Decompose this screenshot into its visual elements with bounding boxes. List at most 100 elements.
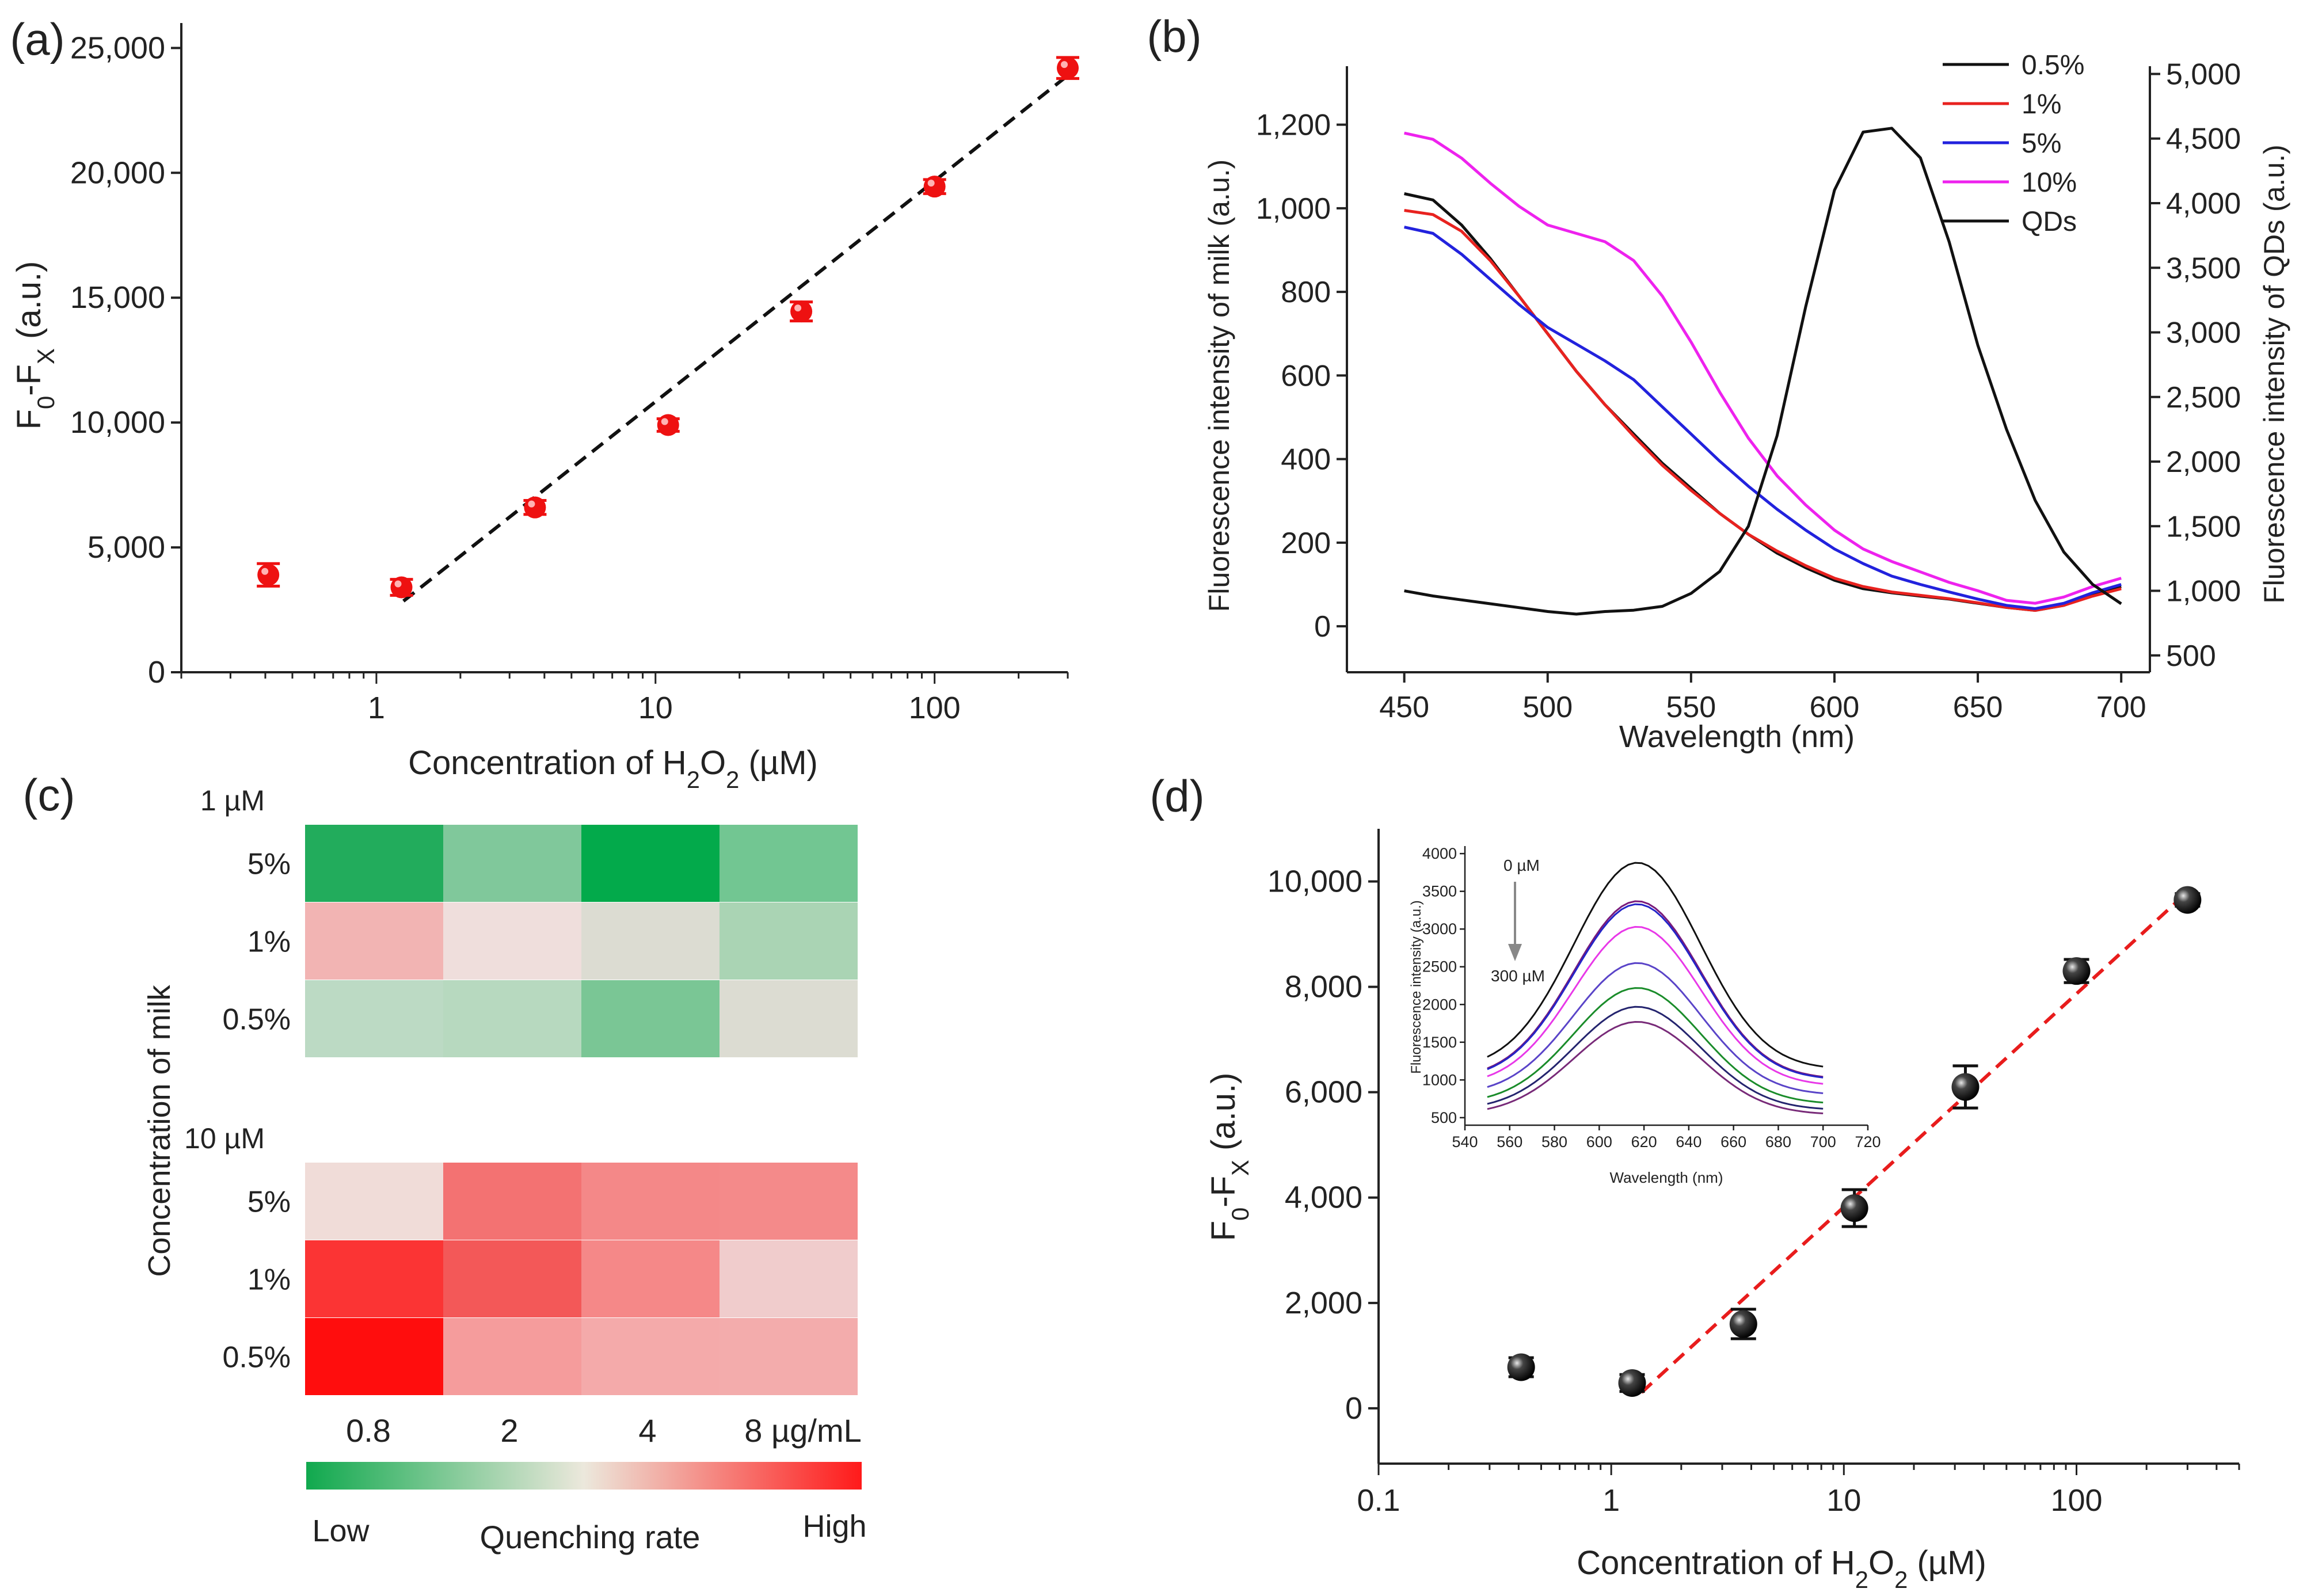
d-fit-line [1640, 890, 2189, 1394]
b-xtick-label: 500 [1522, 691, 1573, 724]
c-heatmap-cell [720, 825, 858, 902]
d-data-point [1618, 1369, 1646, 1397]
a-data-point [923, 176, 946, 198]
c-row-label: 0.5% [222, 1003, 291, 1037]
a-data-point [257, 563, 280, 586]
b-series-line [1404, 131, 2122, 605]
inset-ytick-label: 1000 [1422, 1071, 1457, 1088]
c-group-label: 10 µM [184, 1122, 265, 1155]
a-data-point [657, 414, 679, 436]
c-heatmap-cell [720, 902, 858, 980]
c-heatmap-cell [305, 902, 443, 980]
a-ytick-label: 25,000 [70, 31, 165, 65]
d-ytick-label: 4,000 [1285, 1180, 1362, 1215]
b-ytick-label: 800 [1281, 276, 1331, 309]
c-heatmap-cell [581, 1318, 720, 1395]
b-ytick-label: 0 [1314, 610, 1331, 643]
a-y-label-part: 0 [32, 396, 59, 409]
c-row-label: 1% [248, 1263, 291, 1297]
a-data-point-highlight [661, 418, 668, 425]
c-heatmap-cell [581, 1240, 720, 1317]
a-data-point [790, 300, 813, 323]
inset-spectrum-curve [1487, 862, 1824, 1068]
a-ytick-label: 15,000 [70, 280, 165, 315]
c-heatmap-cell [305, 825, 443, 902]
b-xtick-label: 700 [2096, 691, 2146, 724]
b-y2tick-label: 1,000 [2166, 575, 2241, 608]
b-x-label: Wavelength (nm) [1619, 719, 1855, 754]
panel-label-b: (b) [1147, 11, 1201, 62]
inset-annotation-bottom: 300 µM [1491, 967, 1545, 985]
c-heatmap-cell [581, 902, 720, 980]
inset-spectrum-curve [1487, 1020, 1824, 1114]
c-colorbar-low: Low [312, 1514, 370, 1548]
a-ytick-label: 10,000 [70, 405, 165, 440]
c-heatmap-cell [305, 1240, 443, 1317]
d-xtick-label: 1 [1602, 1483, 1620, 1518]
b-y2-label: Fluorescence intensity of QDs (a.u.) [2258, 144, 2290, 604]
a-data-point-highlight [927, 180, 935, 187]
c-column-label: 4 [638, 1412, 656, 1449]
inset-spectrum-curve [1487, 987, 1824, 1104]
d-x-label: Concentration of H2O2 (µM) [1577, 1544, 1986, 1593]
d-data-point [1507, 1353, 1535, 1381]
a-y-label-part: -F [10, 364, 48, 396]
c-heatmap-cell [443, 902, 581, 980]
a-ytick-label: 5,000 [87, 530, 165, 565]
panel-label-c: (c) [23, 770, 75, 820]
c-row-label: 1% [248, 925, 291, 959]
c-row-label: 0.5% [222, 1341, 291, 1374]
d-xtick-label: 10 [1826, 1483, 1861, 1518]
c-heatmap-cell [581, 825, 720, 902]
d-x-label-part: (µM) [1908, 1544, 1986, 1582]
c-heatmap-cell [305, 1318, 443, 1395]
c-colorbar [306, 1462, 862, 1490]
b-ytick-label: 1,000 [1256, 192, 1331, 226]
inset-ytick-label: 3000 [1422, 920, 1457, 938]
c-column-label: 2 [500, 1412, 518, 1449]
b-legend-label: 0.5% [2022, 50, 2084, 81]
c-colorbar-title: Quenching rate [480, 1519, 701, 1555]
d-y-label-part: X [1227, 1160, 1254, 1176]
a-y-label-part: X [32, 348, 59, 364]
d-data-point [1729, 1310, 1757, 1338]
inset-ytick-label: 3500 [1422, 883, 1457, 900]
d-ytick-label: 10,000 [1267, 864, 1362, 899]
d-data-point [2173, 886, 2202, 914]
c-heatmap-cell [720, 980, 858, 1057]
b-y2tick-label: 4,000 [2166, 187, 2241, 220]
b-ytick-label: 1,200 [1256, 109, 1331, 142]
a-data-point-highlight [1061, 61, 1068, 68]
c-heatmap-cell [581, 1163, 720, 1240]
b-legend-label: 5% [2022, 128, 2061, 159]
d-y-label-part: (a.u.) [1205, 1073, 1242, 1160]
d-data-point [1951, 1073, 1980, 1101]
b-legend-label: QDs [2022, 207, 2077, 237]
a-xtick-label: 100 [909, 691, 961, 725]
d-ytick-label: 8,000 [1285, 970, 1362, 1004]
b-series-line [1404, 209, 2122, 612]
d-y-label-part: 0 [1227, 1208, 1254, 1221]
c-heatmap-cell [581, 980, 720, 1057]
d-y-label-part: -F [1205, 1176, 1242, 1208]
a-data-point-highlight [261, 567, 269, 575]
b-xtick-label: 600 [1810, 691, 1860, 724]
panel-label-a: (a) [10, 14, 64, 64]
d-x-label-part: 2 [1855, 1566, 1868, 1593]
b-y-label: Fluorescence intensity of milk (a.u.) [1203, 159, 1235, 612]
a-data-point [524, 496, 546, 519]
panel-label-d: (d) [1149, 771, 1204, 821]
a-data-point-highlight [794, 304, 802, 312]
b-ytick-label: 200 [1281, 527, 1331, 560]
a-data-point-highlight [528, 500, 535, 508]
inset-xtick-label: 700 [1810, 1133, 1836, 1151]
inset-xtick-label: 680 [1765, 1133, 1791, 1151]
inset-spectrum-curve [1487, 900, 1824, 1078]
a-ytick-label: 20,000 [70, 155, 165, 190]
inset-x-label: Wavelength (nm) [1610, 1169, 1723, 1186]
a-fit-line [402, 74, 1069, 603]
c-heatmap-cell [305, 980, 443, 1057]
c-heatmap-cell [443, 825, 581, 902]
b-y2tick-label: 2,000 [2166, 445, 2241, 479]
inset-spectrum-curve [1487, 1005, 1824, 1110]
